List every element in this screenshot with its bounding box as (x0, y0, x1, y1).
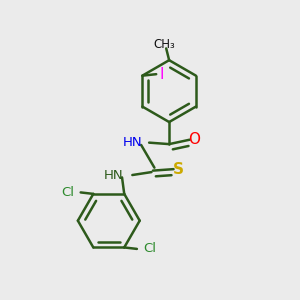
Text: Cl: Cl (61, 186, 74, 199)
Text: S: S (172, 162, 184, 177)
Text: I: I (159, 67, 164, 82)
Text: CH₃: CH₃ (154, 38, 176, 50)
Text: Cl: Cl (143, 242, 156, 255)
Text: HN: HN (123, 136, 142, 149)
Text: HN: HN (104, 169, 124, 182)
Text: O: O (188, 132, 200, 147)
